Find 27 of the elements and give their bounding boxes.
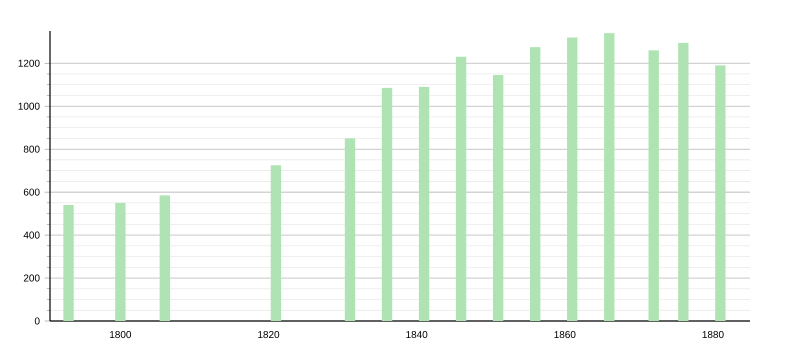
y-tick-label: 600 [24, 188, 40, 196]
bar [678, 42, 689, 321]
bar [492, 75, 504, 321]
y-tick-label: 0 [34, 317, 40, 325]
x-tick-label: 1880 [702, 331, 724, 338]
bar [648, 50, 659, 321]
x-tick-label: 1860 [554, 331, 576, 338]
x-tick-label: 1820 [258, 331, 280, 338]
bar [715, 65, 726, 321]
bar [418, 86, 430, 321]
bar [63, 205, 74, 321]
y-tick-label: 800 [24, 146, 40, 153]
bar [604, 33, 614, 321]
y-tick-label: 1000 [18, 102, 40, 110]
bar [456, 56, 466, 321]
x-tick-label: 1800 [110, 331, 132, 338]
y-tick-label: 200 [24, 274, 40, 282]
bar [115, 202, 126, 321]
bar [270, 165, 282, 321]
y-tick-label: 1200 [18, 60, 40, 67]
bar [344, 138, 356, 321]
bar [160, 195, 170, 321]
y-tick-label: 400 [24, 232, 40, 239]
bar [530, 47, 540, 321]
x-tick-label: 1840 [406, 331, 428, 338]
bar [567, 37, 578, 321]
bar [382, 88, 392, 321]
